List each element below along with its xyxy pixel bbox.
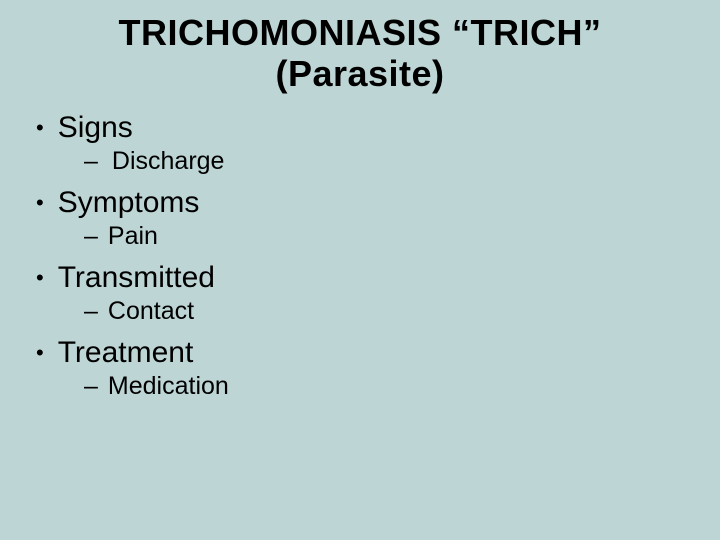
subbullet-contact: – Contact <box>30 297 690 326</box>
bullet-dot-icon: • <box>36 267 44 289</box>
title-line-1: TRICHOMONIASIS “TRICH” <box>119 12 602 53</box>
bullet-transmitted: • Transmitted <box>30 261 690 295</box>
bullet-dot-icon: • <box>36 192 44 214</box>
bullet-symptoms-label: Symptoms <box>58 186 200 220</box>
subbullet-pain-label: Pain <box>108 222 158 251</box>
bullet-dot-icon: • <box>36 342 44 364</box>
bullet-signs: • Signs <box>30 111 690 145</box>
subbullet-pain: – Pain <box>30 222 690 251</box>
subbullet-discharge-label: Discharge <box>112 147 225 176</box>
subbullet-discharge: – Discharge <box>30 147 690 176</box>
subbullet-contact-label: Contact <box>108 297 194 326</box>
bullet-signs-label: Signs <box>58 111 133 145</box>
bullet-symptoms: • Symptoms <box>30 186 690 220</box>
bullet-treatment: • Treatment <box>30 336 690 370</box>
bullet-dash-icon: – <box>84 297 98 326</box>
slide-title: TRICHOMONIASIS “TRICH” (Parasite) <box>30 12 690 95</box>
bullet-dash-icon: – <box>84 147 98 176</box>
subbullet-medication: – Medication <box>30 372 690 401</box>
bullet-treatment-label: Treatment <box>58 336 194 370</box>
bullet-transmitted-label: Transmitted <box>58 261 215 295</box>
title-line-2: (Parasite) <box>275 53 444 94</box>
bullet-dash-icon: – <box>84 372 98 401</box>
bullet-dash-icon: – <box>84 222 98 251</box>
subbullet-medication-label: Medication <box>108 372 229 401</box>
bullet-dot-icon: • <box>36 117 44 139</box>
slide-container: TRICHOMONIASIS “TRICH” (Parasite) • Sign… <box>0 0 720 540</box>
